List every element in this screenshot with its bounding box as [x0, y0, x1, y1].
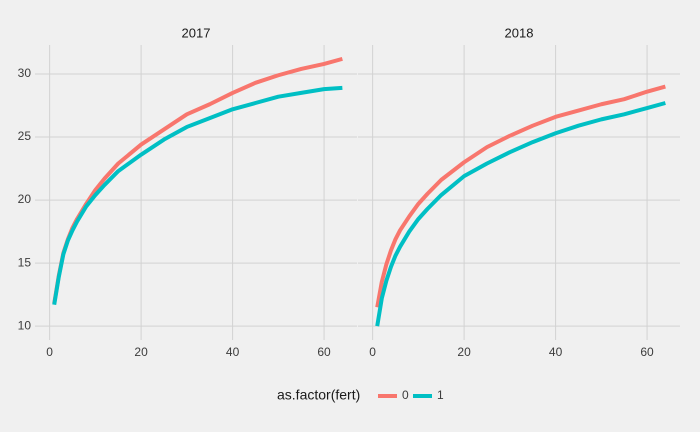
x-tick-label: 60 [317, 345, 331, 359]
line [375, 101, 666, 327]
legend-label: 1 [437, 388, 444, 402]
facet-title: 2017 [182, 25, 211, 40]
facet-title: 2018 [505, 25, 534, 40]
x-tick-label: 0 [369, 345, 376, 359]
line [52, 85, 343, 306]
x-tick-label: 20 [457, 345, 471, 359]
x-tick-label: 60 [640, 345, 654, 359]
x-tick-label: 0 [46, 345, 53, 359]
y-tick-label: 30 [18, 66, 32, 80]
x-tick-label: 20 [134, 345, 148, 359]
x-tick-label: 40 [549, 345, 563, 359]
legend-label: 0 [402, 388, 409, 402]
line [375, 84, 666, 308]
x-tick-label: 40 [226, 345, 240, 359]
legend-title: as.factor(fert) [277, 387, 360, 403]
y-tick-label: 20 [18, 192, 32, 206]
y-tick-label: 10 [18, 318, 32, 332]
y-tick-label: 25 [18, 129, 32, 143]
y-tick-label: 15 [18, 255, 32, 269]
